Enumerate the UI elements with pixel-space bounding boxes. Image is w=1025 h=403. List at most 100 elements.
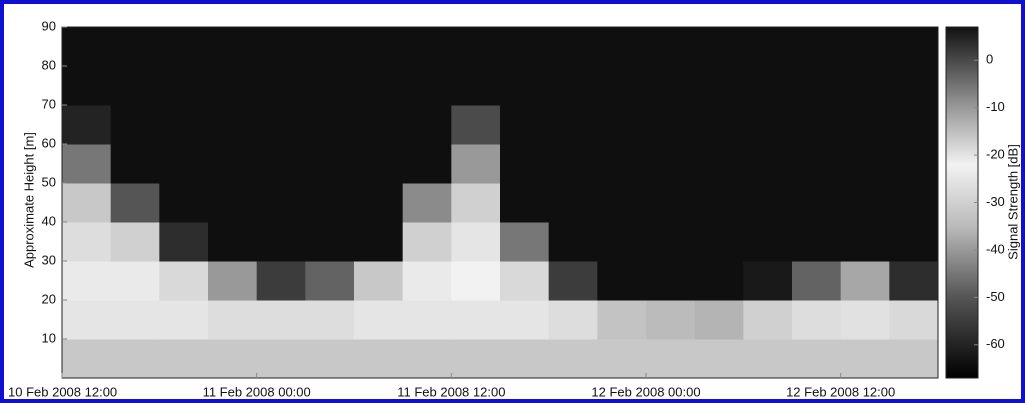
heat-cell	[62, 105, 112, 145]
heat-cell	[208, 261, 258, 301]
heat-cell	[694, 222, 744, 262]
heat-cell	[889, 300, 939, 340]
heat-cell	[597, 261, 647, 301]
heat-cell	[597, 66, 647, 106]
heat-cell	[792, 144, 842, 184]
heat-cell	[889, 144, 939, 184]
heat-cell	[159, 300, 209, 340]
heat-cell	[159, 66, 209, 106]
heat-cell	[792, 183, 842, 223]
heat-cell	[646, 261, 696, 301]
heat-cell	[597, 339, 647, 379]
colorbar-tick-label: -20	[986, 147, 1005, 162]
heat-cell	[402, 261, 452, 301]
heat-cell	[548, 300, 598, 340]
heat-cell	[548, 222, 598, 262]
heat-cell	[597, 300, 647, 340]
heat-cell	[305, 222, 355, 262]
heat-cell	[62, 66, 112, 106]
heat-cell	[62, 27, 112, 67]
heat-cell	[451, 105, 501, 145]
heat-cell	[354, 144, 404, 184]
heat-cell	[402, 66, 452, 106]
heat-cell	[110, 300, 160, 340]
heat-cell	[256, 27, 306, 67]
heat-cell	[646, 339, 696, 379]
heat-cell	[305, 300, 355, 340]
heat-cell	[743, 105, 793, 145]
heat-cell	[840, 183, 890, 223]
heat-cell	[402, 339, 452, 379]
heat-cell	[62, 339, 112, 379]
heat-cell	[451, 144, 501, 184]
heat-cell	[889, 261, 939, 301]
heat-cell	[402, 105, 452, 145]
heat-cell	[548, 261, 598, 301]
heat-cell	[743, 27, 793, 67]
colorbar-tick-label: 0	[986, 52, 993, 67]
heat-cell	[889, 105, 939, 145]
heat-cell	[305, 144, 355, 184]
heat-cell	[451, 339, 501, 379]
heat-cell	[597, 144, 647, 184]
heat-cell	[159, 144, 209, 184]
heat-cell	[743, 339, 793, 379]
heat-cell	[62, 300, 112, 340]
x-tick-label: 11 Feb 2008 12:00	[397, 384, 505, 399]
heat-cell	[840, 144, 890, 184]
heat-cell	[840, 105, 890, 145]
heat-cell	[208, 183, 258, 223]
heat-cell	[743, 183, 793, 223]
heat-cell	[694, 183, 744, 223]
plot-border	[61, 26, 939, 379]
heat-cell	[305, 183, 355, 223]
heat-cell	[256, 222, 306, 262]
y-tick-label: 10	[42, 330, 56, 345]
heat-cell	[110, 105, 160, 145]
heat-cell	[840, 27, 890, 67]
colorbar-label: Signal Strength [dB]	[1005, 144, 1020, 260]
heat-cell	[500, 339, 550, 379]
heat-cell	[500, 105, 550, 145]
heat-cell	[500, 66, 550, 106]
y-tick-label: 30	[42, 252, 56, 267]
heat-cell	[159, 105, 209, 145]
heatmap-cells	[62, 27, 939, 379]
y-tick-label: 40	[42, 213, 56, 228]
heat-cell	[256, 261, 306, 301]
heat-cell	[62, 144, 112, 184]
heat-cell	[840, 300, 890, 340]
heat-cell	[159, 261, 209, 301]
heat-cell	[597, 27, 647, 67]
heat-cell	[646, 222, 696, 262]
heat-cell	[597, 105, 647, 145]
heat-cell	[159, 339, 209, 379]
heat-cell	[889, 339, 939, 379]
heat-cell	[110, 183, 160, 223]
heat-cell	[402, 300, 452, 340]
heat-cell	[548, 183, 598, 223]
heat-cell	[256, 105, 306, 145]
colorbar	[945, 26, 979, 379]
y-tick-label: 70	[42, 96, 56, 111]
heat-cell	[743, 300, 793, 340]
heat-cell	[110, 27, 160, 67]
heat-cell	[694, 27, 744, 67]
y-tick-label: 80	[42, 57, 56, 72]
heat-cell	[646, 183, 696, 223]
heat-cell	[208, 66, 258, 106]
heat-cell	[354, 183, 404, 223]
heat-cell	[646, 27, 696, 67]
heat-cell	[500, 300, 550, 340]
heat-cell	[256, 144, 306, 184]
heat-cell	[694, 144, 744, 184]
heat-cell	[694, 339, 744, 379]
y-tick-label: 50	[42, 174, 56, 189]
heat-cell	[743, 66, 793, 106]
heat-cell	[646, 105, 696, 145]
heat-cell	[500, 144, 550, 184]
heat-cell	[889, 27, 939, 67]
heat-cell	[402, 222, 452, 262]
heat-cell	[62, 261, 112, 301]
